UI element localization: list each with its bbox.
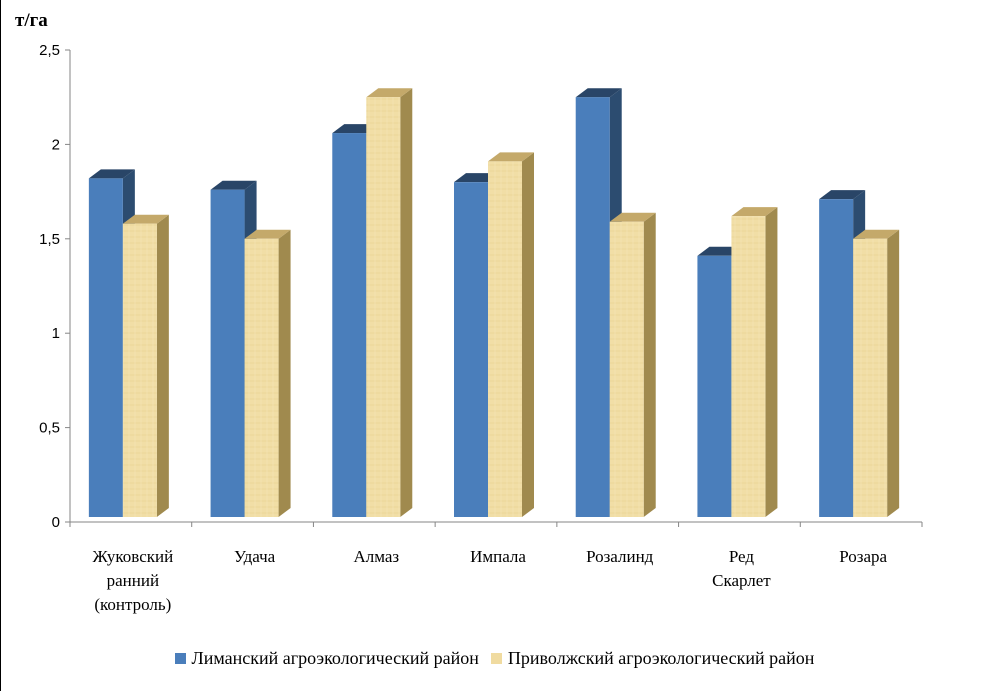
bar-side xyxy=(887,229,900,518)
bar-front xyxy=(853,238,888,518)
bar-front xyxy=(488,161,522,517)
bar-top xyxy=(88,169,135,179)
bar-top xyxy=(575,88,622,98)
bar-top xyxy=(210,180,257,190)
bar-front xyxy=(210,189,245,517)
legend: Лиманский агроэкологический район Привол… xyxy=(0,648,989,669)
x-category-label: Удача xyxy=(234,547,276,566)
x-category-label: Жуковский xyxy=(92,547,173,566)
x-category-label: Скарлет xyxy=(712,571,771,590)
x-category-label: Розара xyxy=(839,547,887,566)
x-category-label: Розалинд xyxy=(586,547,654,566)
bar-2 xyxy=(609,212,656,518)
bar-top xyxy=(609,212,656,222)
bar-side xyxy=(765,207,778,518)
bar-front xyxy=(332,133,367,517)
bar-front xyxy=(575,97,610,517)
y-tick-label: 1 xyxy=(52,325,60,342)
y-tick-label: 1,5 xyxy=(39,231,60,248)
bar-top xyxy=(731,207,778,217)
bar-side xyxy=(643,212,656,518)
bar-front xyxy=(697,255,732,518)
x-category-label: ранний xyxy=(107,571,159,590)
bar-front xyxy=(88,178,123,517)
legend-label-series-1: Лиманский агроэкологический район xyxy=(191,648,479,668)
bar-side xyxy=(156,214,169,518)
bar-top xyxy=(853,229,900,239)
y-tick-label: 0,5 xyxy=(39,420,60,437)
bar-front xyxy=(609,221,644,518)
x-category-label: Ред xyxy=(729,547,755,566)
x-category-label: Алмаз xyxy=(353,547,399,566)
bar-front xyxy=(731,216,766,518)
bar-front xyxy=(244,238,279,518)
y-tick-label: 2,5 xyxy=(39,42,60,59)
bar-top xyxy=(122,214,169,224)
bar-top xyxy=(366,88,413,98)
legend-label-series-2: Приволжский агроэкологический район xyxy=(507,648,815,668)
bar-front xyxy=(454,182,488,517)
bar-2 xyxy=(488,152,534,517)
bar-side xyxy=(400,88,413,517)
bar-side xyxy=(278,229,291,518)
x-category-label: Импала xyxy=(470,547,526,566)
bar-top xyxy=(244,229,291,239)
bar-front xyxy=(819,199,854,518)
bar-front xyxy=(366,97,401,517)
legend-item-series-1: Лиманский агроэкологический район xyxy=(174,648,479,669)
legend-swatch-tan xyxy=(490,653,502,664)
legend-swatch-blue xyxy=(174,653,186,664)
legend-item-series-2: Приволжский агроэкологический район xyxy=(490,648,815,669)
y-tick-label: 0 xyxy=(52,514,60,531)
y-axis-title: т/га xyxy=(15,10,48,31)
bar-2 xyxy=(731,207,778,518)
bar-2 xyxy=(853,229,900,518)
bar-side xyxy=(522,152,534,517)
x-category-label: (контроль) xyxy=(94,595,171,614)
bar-2 xyxy=(122,214,169,518)
bar-front xyxy=(122,223,157,518)
bar-2 xyxy=(366,88,413,517)
frame-border xyxy=(0,0,1,691)
bar-top xyxy=(819,190,866,200)
bar-top xyxy=(488,152,534,162)
y-tick-label: 2 xyxy=(52,136,60,153)
bar-2 xyxy=(244,229,291,518)
